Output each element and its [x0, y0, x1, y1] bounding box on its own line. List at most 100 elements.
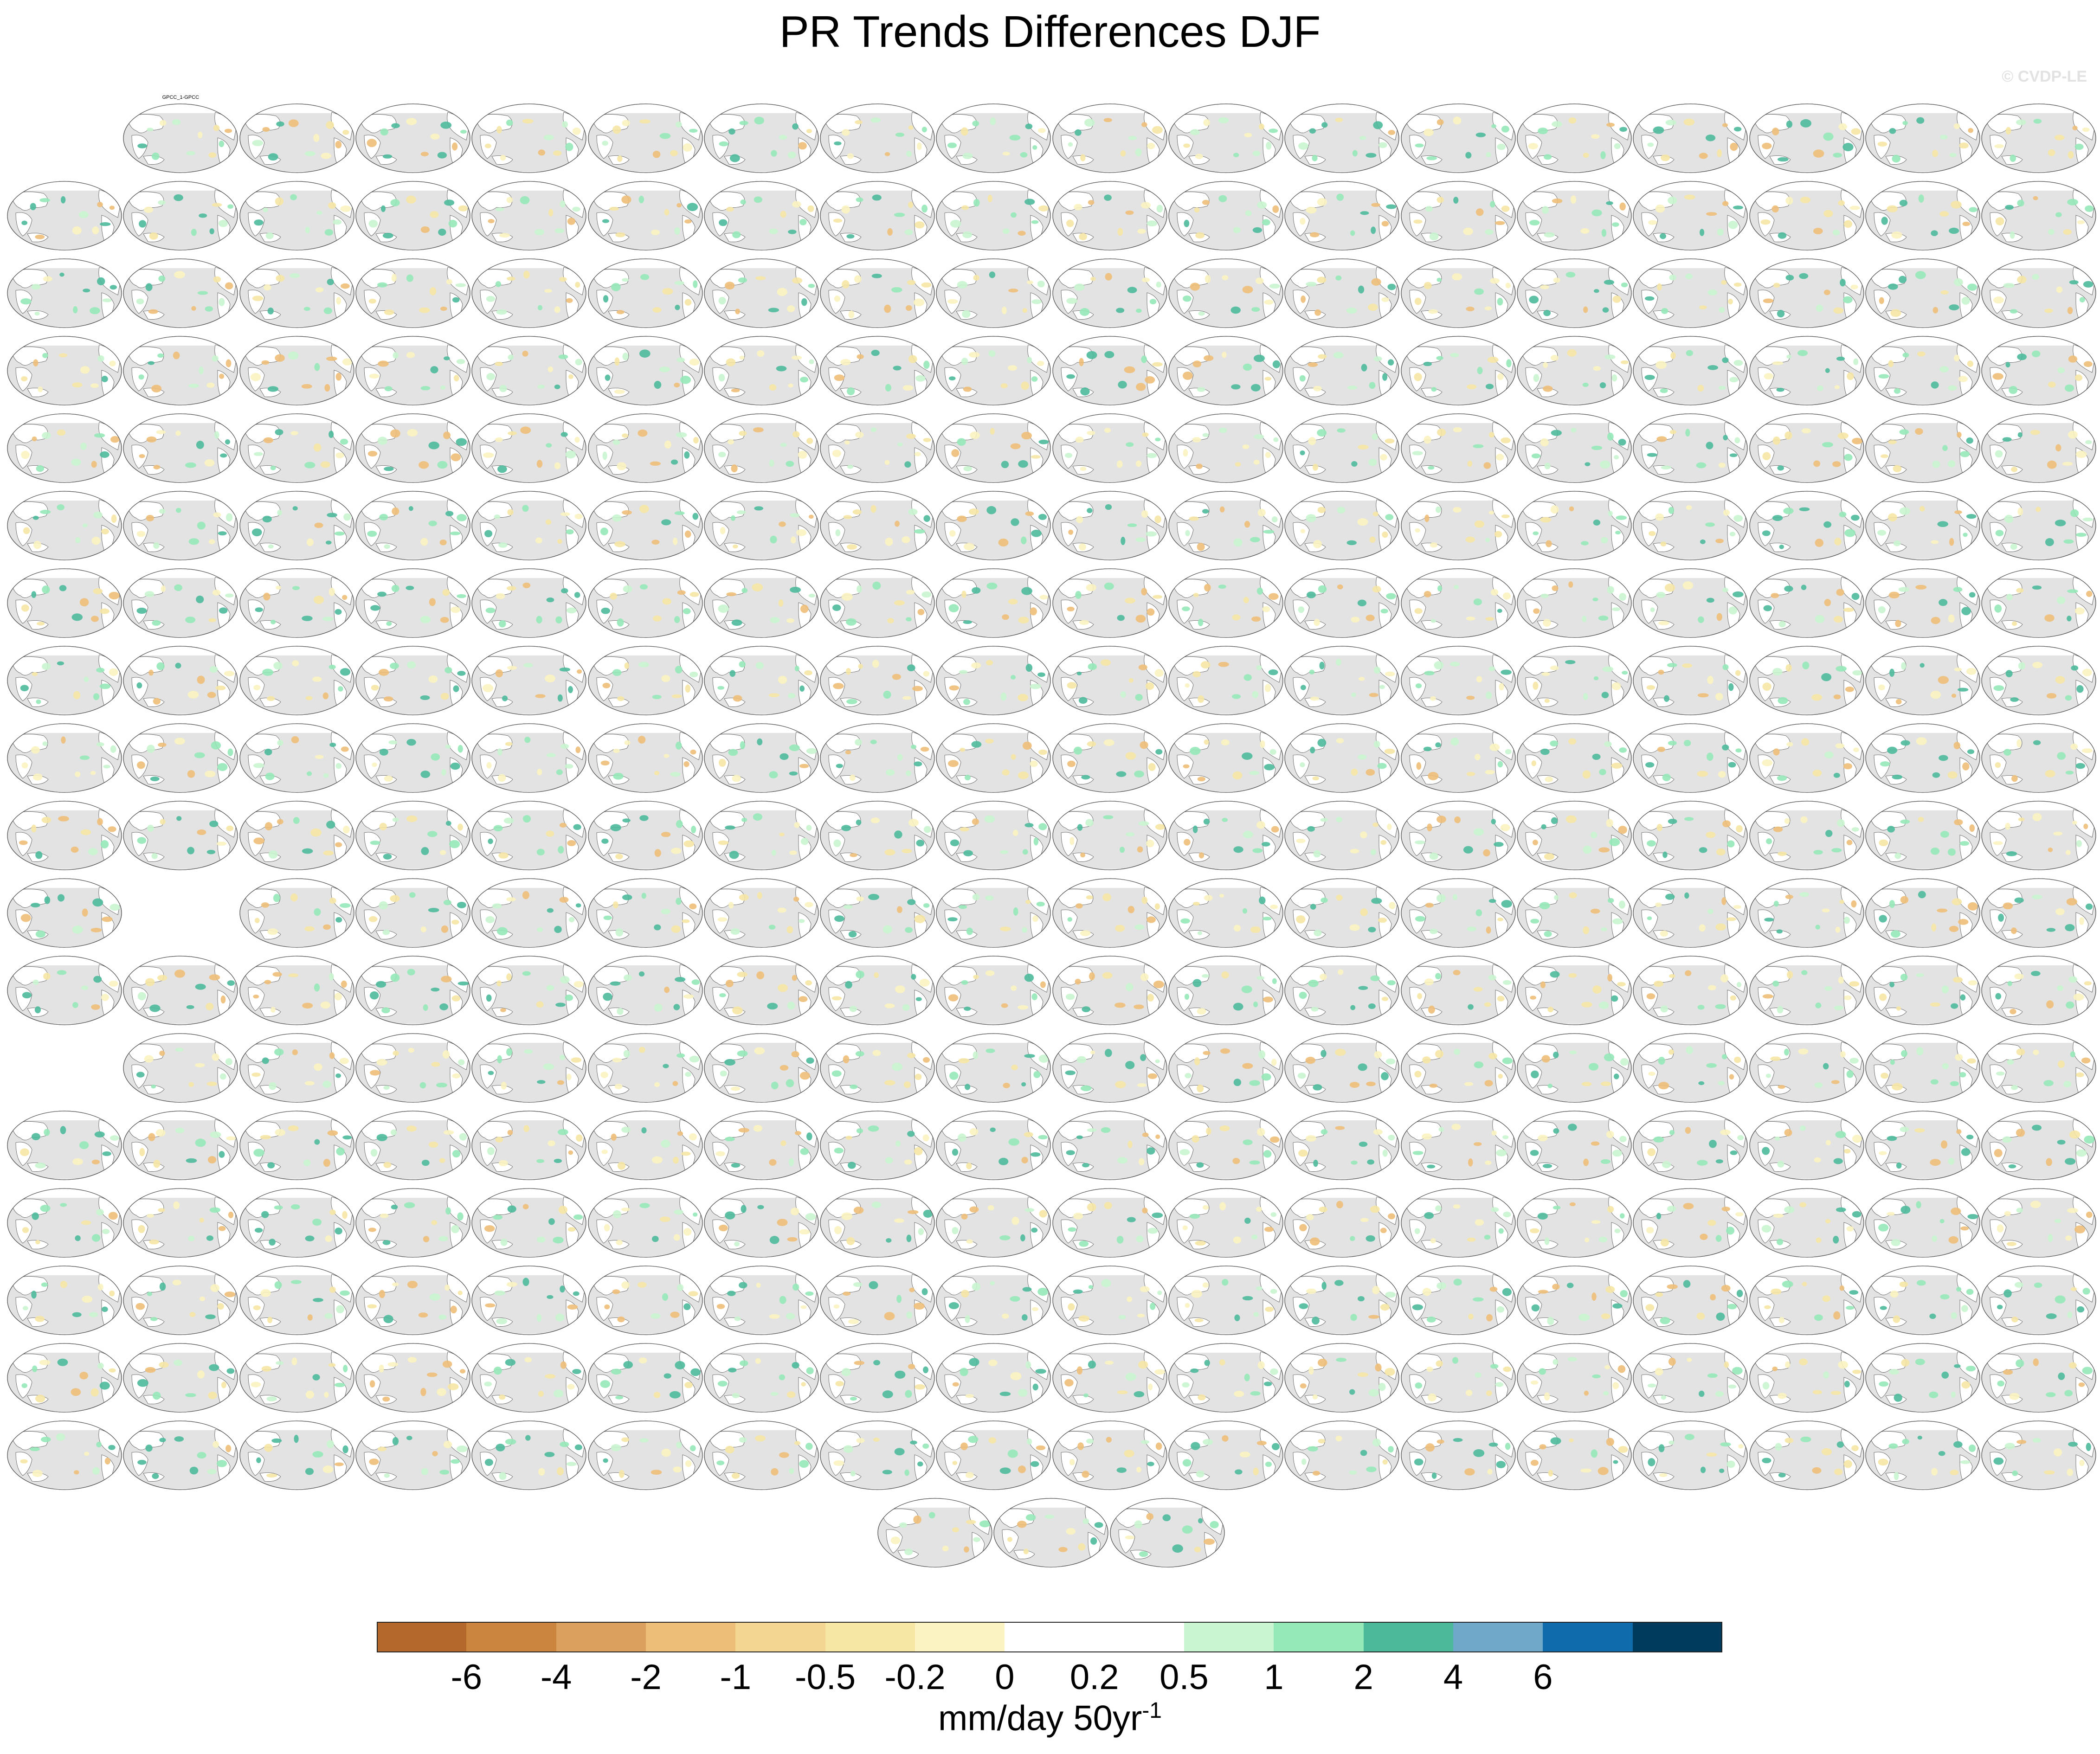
map-panel: [6, 407, 122, 483]
world-map: [704, 1420, 819, 1490]
map-panel: [819, 330, 935, 406]
colorbar-tick-label: -0.5: [795, 1658, 856, 1697]
map-panel: [1516, 717, 1632, 793]
map-panel: [1749, 640, 1865, 716]
world-map: [704, 1343, 819, 1413]
world-map: [820, 103, 935, 173]
world-map: [123, 1266, 238, 1335]
map-panel: [1865, 1105, 1981, 1181]
world-map: [123, 491, 238, 560]
map-panel: [587, 562, 703, 638]
world-map: [471, 103, 586, 173]
world-map: [1284, 1420, 1399, 1490]
map-panel: [703, 1259, 819, 1336]
world-map: [471, 1266, 586, 1335]
world-map: [1284, 1266, 1399, 1335]
colorbar: [377, 1622, 1722, 1652]
map-panel: [239, 1414, 355, 1491]
map-panel: [1981, 1414, 2097, 1491]
world-map: [1052, 258, 1167, 328]
world-map: [1168, 646, 1283, 715]
world-map: [1865, 336, 1980, 405]
map-panel: [703, 562, 819, 638]
world-map: [1400, 181, 1516, 251]
world-map: [239, 878, 354, 948]
map-panel: [1749, 252, 1865, 328]
world-map: [1052, 1420, 1167, 1490]
world-map: [1749, 1188, 1864, 1258]
world-map: [355, 103, 470, 173]
map-panel: [1516, 1414, 1632, 1491]
map-panel: [1981, 950, 2097, 1026]
colorbar-tick-label: 0: [995, 1658, 1015, 1697]
map-panel: [1284, 407, 1400, 483]
map-panel: [1632, 950, 1748, 1026]
world-map: [1865, 878, 1980, 948]
world-map: [587, 1343, 703, 1413]
world-map: [1865, 801, 1980, 870]
world-map: [1052, 1033, 1167, 1103]
map-panel: [1632, 717, 1748, 793]
map-panel: [1516, 1182, 1632, 1258]
world-map: [1633, 1343, 1748, 1413]
map-panel: [587, 1027, 703, 1103]
map-panel: [122, 407, 238, 483]
map-panel: [1516, 795, 1632, 871]
map-panel: [1400, 562, 1516, 638]
world-map: [936, 801, 1051, 870]
map-panel: [1749, 795, 1865, 871]
map-panel: [1981, 640, 2097, 716]
map-panel: [1284, 640, 1400, 716]
world-map: [1168, 723, 1283, 793]
world-map: [820, 646, 935, 715]
world-map: [123, 568, 238, 638]
world-map: [1981, 1188, 2096, 1258]
world-map: [471, 568, 586, 638]
map-panel: [703, 640, 819, 716]
world-map: [1633, 336, 1748, 405]
map-panel: [1981, 1337, 2097, 1413]
map-panel: [703, 175, 819, 251]
world-map: [1749, 956, 1864, 1025]
world-map: [1168, 1266, 1283, 1335]
map-panel: [239, 330, 355, 406]
world-map: [471, 258, 586, 328]
map-panel: [1284, 950, 1400, 1026]
world-map: [239, 103, 354, 173]
map-panel: [587, 717, 703, 793]
map-panel: [819, 485, 935, 561]
colorbar-swatch: [1184, 1622, 1274, 1652]
map-panel: [471, 97, 587, 173]
map-panel: [1981, 1259, 2097, 1336]
map-panel: [239, 252, 355, 328]
map-panel: [1052, 872, 1168, 948]
colorbar-tick-label: -0.2: [884, 1658, 946, 1697]
world-map: [1517, 1420, 1632, 1490]
world-map: [936, 568, 1051, 638]
units-text: mm/day 50yr: [938, 1698, 1142, 1738]
world-map: [239, 1188, 354, 1258]
map-panel: [819, 1027, 935, 1103]
map-panel: [703, 717, 819, 793]
map-panel: [935, 872, 1051, 948]
world-map: [1517, 1266, 1632, 1335]
world-map: [820, 1188, 935, 1258]
world-map: [1749, 103, 1864, 173]
world-map: [471, 1188, 586, 1258]
map-panel: [1981, 97, 2097, 173]
world-map: [1981, 568, 2096, 638]
world-map: [123, 646, 238, 715]
world-map: [1168, 878, 1283, 948]
world-map: [1168, 568, 1283, 638]
map-panel: [122, 1027, 238, 1103]
map-panel: [1516, 252, 1632, 328]
map-panel: [6, 950, 122, 1026]
world-map: [1052, 956, 1167, 1025]
world-map: [1981, 1111, 2096, 1180]
map-panel: [1400, 175, 1516, 251]
world-map: [355, 723, 470, 793]
world-map: [704, 801, 819, 870]
world-map: [587, 103, 703, 173]
map-panel: [355, 407, 471, 483]
map-panel: [819, 872, 935, 948]
